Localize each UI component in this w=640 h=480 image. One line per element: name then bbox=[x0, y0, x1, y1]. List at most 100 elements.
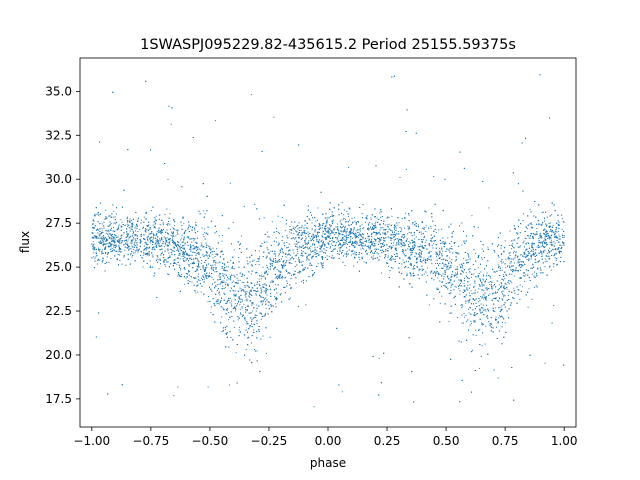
data-point bbox=[109, 229, 111, 231]
data-point bbox=[115, 223, 117, 225]
data-point bbox=[92, 224, 94, 225]
data-point bbox=[502, 316, 504, 318]
data-point bbox=[544, 261, 546, 263]
data-point bbox=[305, 243, 307, 245]
data-point bbox=[483, 275, 485, 277]
data-point bbox=[143, 216, 145, 218]
data-point bbox=[273, 305, 274, 307]
data-point bbox=[279, 252, 281, 254]
data-point bbox=[359, 244, 361, 246]
data-point bbox=[192, 226, 194, 228]
data-point bbox=[285, 254, 286, 255]
data-point bbox=[408, 214, 410, 216]
data-point bbox=[162, 251, 164, 253]
data-point bbox=[355, 240, 357, 242]
data-point bbox=[480, 355, 482, 357]
data-point bbox=[102, 237, 104, 239]
data-point bbox=[224, 263, 226, 265]
data-point bbox=[211, 290, 213, 292]
data-point bbox=[108, 237, 110, 239]
data-point bbox=[398, 222, 400, 224]
data-point bbox=[177, 272, 179, 273]
data-point bbox=[552, 248, 553, 250]
data-point bbox=[124, 249, 126, 251]
data-point bbox=[461, 322, 463, 324]
data-point bbox=[209, 276, 211, 278]
data-point bbox=[136, 227, 138, 229]
data-point bbox=[561, 245, 563, 247]
data-point bbox=[324, 257, 326, 258]
data-point bbox=[448, 320, 450, 322]
data-point bbox=[173, 236, 175, 238]
data-point bbox=[419, 268, 421, 270]
data-point bbox=[258, 278, 260, 280]
data-point bbox=[174, 228, 176, 230]
data-point bbox=[349, 219, 351, 221]
data-point bbox=[188, 271, 189, 273]
data-point bbox=[181, 225, 183, 226]
data-point bbox=[549, 238, 551, 240]
data-point bbox=[284, 286, 286, 288]
data-point bbox=[503, 285, 505, 287]
data-point bbox=[433, 243, 435, 245]
data-point bbox=[549, 231, 551, 232]
data-point bbox=[356, 243, 358, 245]
data-point bbox=[350, 230, 352, 232]
data-point bbox=[238, 257, 240, 258]
data-point bbox=[474, 289, 476, 291]
data-point bbox=[304, 231, 306, 233]
data-point bbox=[310, 245, 312, 247]
data-point bbox=[437, 263, 438, 264]
data-point bbox=[174, 225, 176, 226]
data-point bbox=[207, 386, 209, 388]
data-point bbox=[387, 256, 389, 258]
data-point bbox=[509, 262, 511, 264]
data-point bbox=[255, 264, 257, 265]
data-point bbox=[343, 242, 344, 244]
data-point bbox=[481, 257, 482, 259]
data-point bbox=[269, 286, 271, 287]
data-point bbox=[111, 248, 113, 249]
data-point bbox=[160, 233, 162, 235]
data-point bbox=[102, 245, 104, 247]
data-point bbox=[277, 259, 279, 261]
data-point bbox=[197, 291, 199, 293]
data-point bbox=[169, 256, 171, 258]
data-point bbox=[365, 216, 367, 218]
data-point bbox=[345, 240, 347, 242]
data-point bbox=[487, 246, 489, 248]
data-point bbox=[305, 237, 307, 239]
data-point bbox=[442, 250, 444, 252]
data-point bbox=[498, 256, 500, 258]
data-point bbox=[197, 260, 199, 262]
data-point bbox=[401, 235, 403, 237]
data-point bbox=[379, 212, 381, 214]
data-point bbox=[193, 246, 195, 248]
data-point bbox=[94, 258, 96, 259]
data-point bbox=[405, 168, 407, 170]
data-point bbox=[302, 269, 303, 271]
data-point bbox=[155, 234, 157, 236]
data-point bbox=[162, 224, 164, 226]
data-point bbox=[481, 322, 482, 324]
data-point bbox=[93, 220, 95, 222]
data-point bbox=[239, 303, 241, 305]
data-point bbox=[544, 266, 546, 268]
data-point bbox=[470, 290, 472, 292]
data-point bbox=[371, 243, 373, 245]
data-point bbox=[173, 250, 175, 252]
data-point bbox=[127, 239, 129, 241]
data-point bbox=[493, 310, 495, 312]
data-point bbox=[314, 253, 316, 255]
data-point bbox=[446, 269, 448, 271]
data-point bbox=[224, 286, 226, 288]
data-point bbox=[456, 276, 458, 278]
data-point bbox=[131, 229, 133, 230]
data-point bbox=[264, 301, 266, 303]
data-point bbox=[340, 244, 342, 246]
data-point bbox=[199, 280, 201, 281]
data-point bbox=[362, 245, 364, 247]
data-point bbox=[427, 267, 428, 269]
data-point bbox=[548, 238, 550, 240]
data-point bbox=[550, 249, 552, 251]
